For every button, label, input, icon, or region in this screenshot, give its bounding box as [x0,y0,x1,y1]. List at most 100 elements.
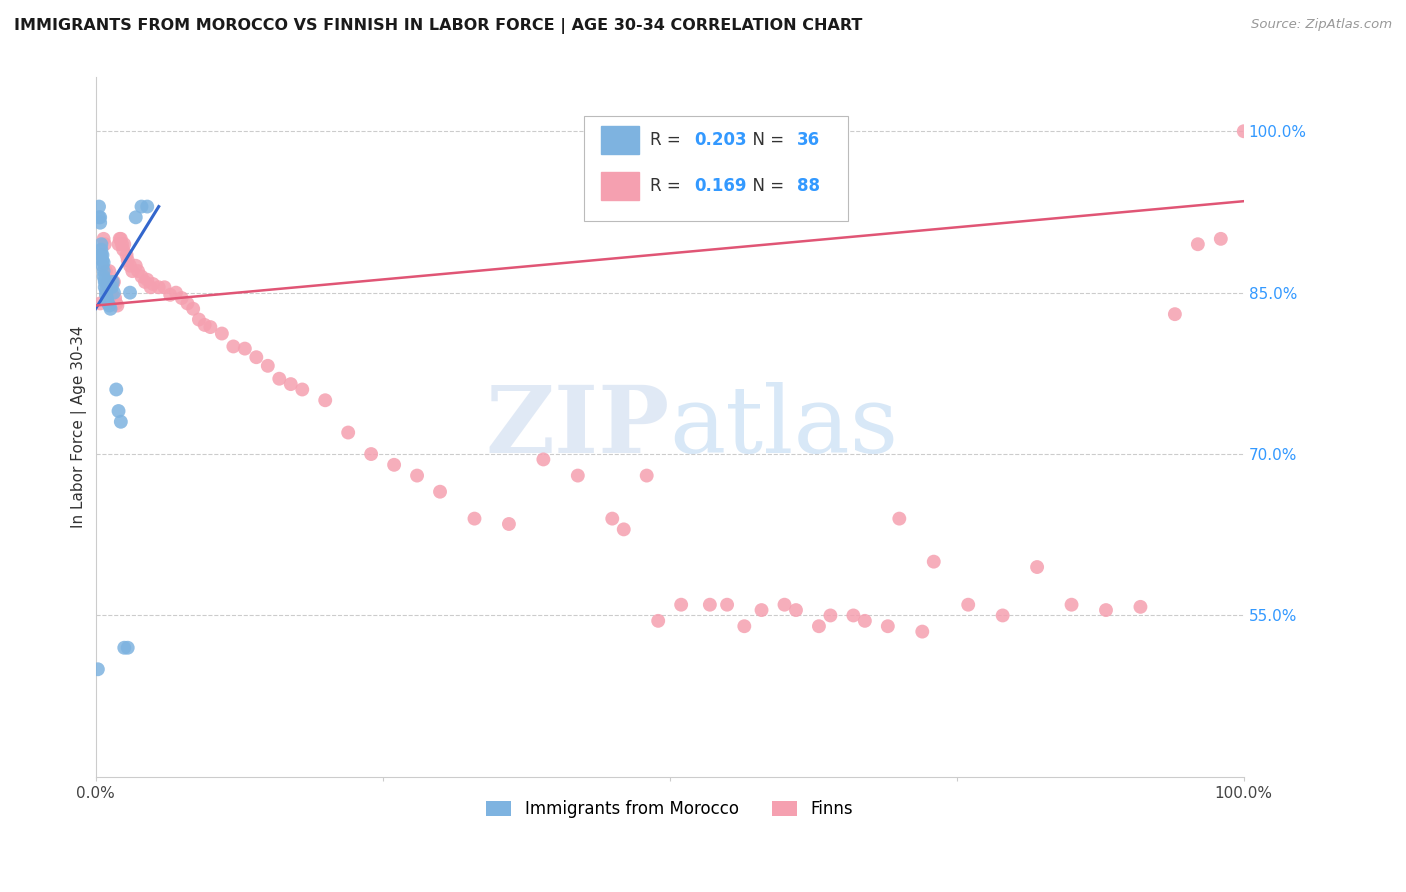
Point [647,614,669,628]
Point [889,511,911,525]
Y-axis label: In Labor Force | Age 30-34: In Labor Force | Age 30-34 [72,326,87,528]
Point [103,275,125,289]
Point [1026,560,1049,574]
Point [97,296,120,310]
Point [1129,599,1152,614]
Point [211,326,233,341]
Point [1060,598,1083,612]
Point [142,277,165,291]
Point [125,259,148,273]
Point [91,248,114,262]
Point [96,275,118,289]
Point [127,264,149,278]
Point [636,468,658,483]
Point [291,383,314,397]
Point [93,255,115,269]
Point [463,511,485,525]
Point [669,598,692,612]
Text: atlas: atlas [669,382,898,472]
Point [807,619,830,633]
Point [200,320,222,334]
Point [121,264,143,278]
Point [89,216,111,230]
Point [89,296,111,310]
Point [94,284,117,298]
Point [567,468,589,483]
Point [429,484,451,499]
Point [1209,232,1232,246]
Point [111,237,134,252]
FancyBboxPatch shape [583,116,848,221]
Point [98,264,121,278]
Point [94,280,117,294]
Point [91,259,114,273]
Point [94,264,117,278]
Point [115,248,138,262]
Text: IMMIGRANTS FROM MOROCCO VS FINNISH IN LABOR FORCE | AGE 30-34 CORRELATION CHART: IMMIGRANTS FROM MOROCCO VS FINNISH IN LA… [14,18,862,34]
Point [134,275,156,289]
Text: 0.169: 0.169 [693,177,747,194]
Point [100,280,122,294]
FancyBboxPatch shape [600,172,638,200]
Point [245,350,267,364]
Point [176,296,198,310]
Point [105,299,128,313]
Point [181,301,204,316]
FancyBboxPatch shape [600,127,638,154]
Point [269,372,291,386]
Point [139,280,162,294]
Point [87,211,110,225]
Point [112,640,135,655]
Point [94,275,117,289]
Point [118,285,141,300]
Point [110,415,132,429]
Text: R =: R = [650,177,686,194]
Text: N =: N = [742,131,789,149]
Point [90,243,112,257]
Text: 88: 88 [797,177,820,194]
Point [104,291,127,305]
Point [101,277,124,291]
Point [105,296,128,310]
Point [773,598,796,612]
Point [136,273,159,287]
Point [1187,237,1209,252]
Point [112,237,135,252]
Point [91,253,114,268]
Point [93,269,115,284]
Point [406,468,429,483]
Point [108,232,131,246]
Text: N =: N = [742,177,789,194]
Legend: Immigrants from Morocco, Finns: Immigrants from Morocco, Finns [479,793,859,824]
Point [600,511,623,525]
Point [125,211,148,225]
Point [498,516,520,531]
Point [118,259,141,273]
Text: R =: R = [650,131,686,149]
Point [233,342,256,356]
Point [170,291,193,305]
Point [117,253,139,268]
Point [94,287,117,301]
Point [94,273,117,287]
Point [97,280,120,294]
Point [853,614,876,628]
Point [117,640,139,655]
Point [911,624,934,639]
Text: 36: 36 [797,131,820,149]
Point [94,237,117,252]
Point [613,522,636,536]
Point [101,275,124,289]
Point [922,555,945,569]
Point [100,301,122,316]
Point [112,243,135,257]
Point [1164,307,1187,321]
Point [165,285,187,300]
Point [93,264,115,278]
Point [314,393,336,408]
Point [699,598,721,612]
Point [90,237,112,252]
Point [256,359,278,373]
Point [98,299,121,313]
Point [96,291,118,305]
